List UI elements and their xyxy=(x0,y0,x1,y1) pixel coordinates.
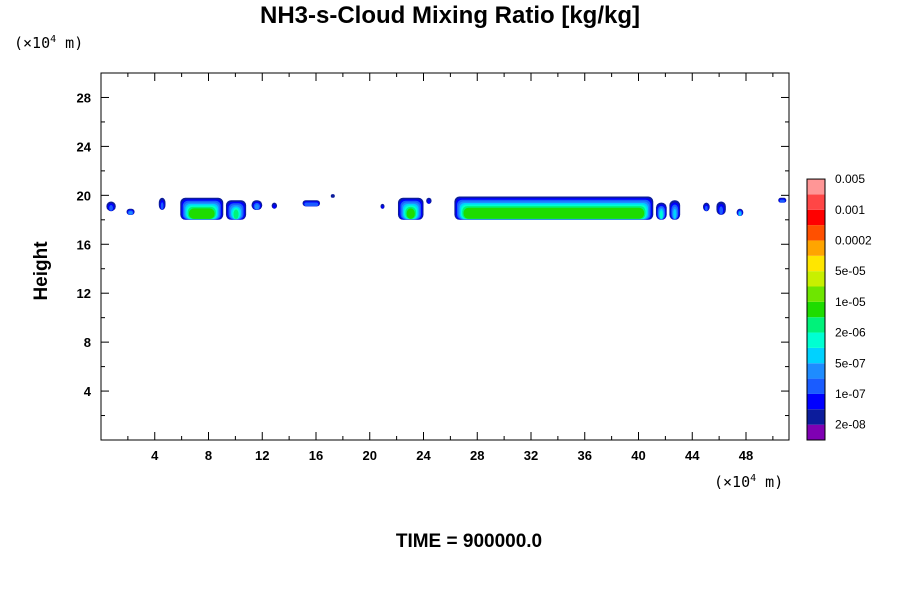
cloud-cluster xyxy=(271,202,278,209)
cloud-contour-level xyxy=(463,207,645,219)
cloud-cluster xyxy=(126,208,135,215)
colorbar-frame xyxy=(806,178,826,441)
cloud-cluster xyxy=(106,201,116,212)
colorbar-swatch xyxy=(807,301,825,318)
colorbar-label: 5e-07 xyxy=(835,356,866,370)
cloud-contour-level xyxy=(673,208,677,220)
colorbar-swatch xyxy=(807,378,825,394)
cloud-contour-level xyxy=(779,199,785,203)
colorbar-swatch xyxy=(807,255,825,272)
cloud-contour-level xyxy=(381,205,384,209)
x-unit-prefix: (×10 xyxy=(714,473,751,491)
x-tick-label: 16 xyxy=(309,448,323,463)
x-tick-label: 8 xyxy=(205,448,212,463)
colorbar-swatch xyxy=(807,409,825,425)
colorbar-label: 5e-05 xyxy=(835,264,866,278)
cloud-contour-level xyxy=(719,206,724,215)
cloud-cluster xyxy=(330,194,335,198)
y-unit-prefix: (×10 xyxy=(14,34,51,52)
cloud-contour-level xyxy=(254,204,259,210)
cloud-contour-level xyxy=(330,194,335,198)
x-unit-suffix: m) xyxy=(756,473,784,491)
x-unit-exponent: 4 xyxy=(750,473,757,484)
colorbar-swatch xyxy=(807,286,825,302)
cloud-contour-level xyxy=(660,210,663,220)
colorbar-label: 1e-07 xyxy=(835,387,866,401)
x-tick-label: 44 xyxy=(685,448,700,463)
cloud-cluster xyxy=(655,202,667,220)
cloud-cluster xyxy=(426,197,432,204)
colorbar-swatch xyxy=(807,424,825,440)
chart-title: NH3-s-Cloud Mixing Ratio [kg/kg] xyxy=(260,2,640,29)
cloud-contour-level xyxy=(406,208,415,219)
x-tick-label: 48 xyxy=(739,448,753,463)
y-tick-label: 4 xyxy=(84,384,92,399)
colorbar-swatch xyxy=(807,317,825,333)
colorbar-swatch xyxy=(807,332,825,348)
x-tick-label: 4 xyxy=(151,448,159,463)
cloud-contour-level xyxy=(272,204,276,209)
x-tick-label: 36 xyxy=(578,448,592,463)
colorbar-swatch xyxy=(807,194,825,210)
y-unit-exponent: 4 xyxy=(50,34,57,45)
colorbar-swatch xyxy=(807,363,825,379)
cloud-cluster xyxy=(158,197,166,211)
cloud-contour-level xyxy=(427,199,431,204)
colorbar-swatch xyxy=(807,347,825,364)
colorbar-swatch xyxy=(807,179,825,195)
plot-frame xyxy=(100,72,790,441)
x-tick-label: 28 xyxy=(470,448,484,463)
x-tick-label: 40 xyxy=(631,448,645,463)
cloud-cluster xyxy=(778,197,787,203)
y-tick-label: 20 xyxy=(77,188,91,203)
y-axis-unit: (×104 m) xyxy=(14,34,83,52)
cloud-cluster xyxy=(736,208,744,217)
cloud-cluster xyxy=(703,202,710,212)
cloud-contour-level xyxy=(739,212,741,216)
time-label: TIME = 900000.0 xyxy=(395,531,543,552)
x-tick-label: 24 xyxy=(416,448,431,463)
colorbar-swatch xyxy=(807,225,825,241)
cloud-contour-level xyxy=(188,208,215,219)
colorbar-swatch xyxy=(807,393,825,410)
y-unit-suffix: m) xyxy=(56,34,84,52)
x-tick-label: 20 xyxy=(363,448,377,463)
cloud-cluster xyxy=(380,203,385,209)
cloud-contour-level xyxy=(233,209,239,219)
cloud-cluster xyxy=(716,201,726,215)
colorbar-label: 2e-08 xyxy=(835,418,866,432)
cloud-contour-level xyxy=(160,202,164,210)
colorbar-label: 2e-06 xyxy=(835,326,866,340)
cloud-cluster xyxy=(302,200,321,207)
x-axis-unit: (×104 m) xyxy=(714,473,783,491)
x-tick-label: 32 xyxy=(524,448,538,463)
cloud-contour-level xyxy=(128,211,133,215)
colorbar-label: 0.001 xyxy=(835,203,865,217)
y-tick-label: 8 xyxy=(84,335,91,350)
colorbar-swatch xyxy=(807,209,825,226)
colorbar-label: 1e-05 xyxy=(835,295,866,309)
x-tick-label: 12 xyxy=(255,448,269,463)
colorbar-swatch xyxy=(807,271,825,287)
cloud-contour-level xyxy=(705,205,708,211)
colorbar-swatch xyxy=(807,240,825,256)
cloud-cluster xyxy=(180,197,224,220)
y-tick-label: 24 xyxy=(77,139,92,154)
cloud-contour-level xyxy=(109,205,113,211)
colorbar-label: 0.0002 xyxy=(835,233,872,247)
cloud-cluster xyxy=(251,200,263,211)
cloud-cluster xyxy=(669,200,681,220)
y-tick-label: 16 xyxy=(77,237,91,252)
cloud-cluster xyxy=(397,197,424,220)
cloud-cluster xyxy=(225,200,247,220)
y-tick-label: 12 xyxy=(77,286,91,301)
cloud-cluster xyxy=(454,196,654,220)
colorbar-label: 0.005 xyxy=(835,172,865,186)
y-tick-label: 28 xyxy=(77,90,91,105)
cloud-contour-level xyxy=(304,202,319,207)
